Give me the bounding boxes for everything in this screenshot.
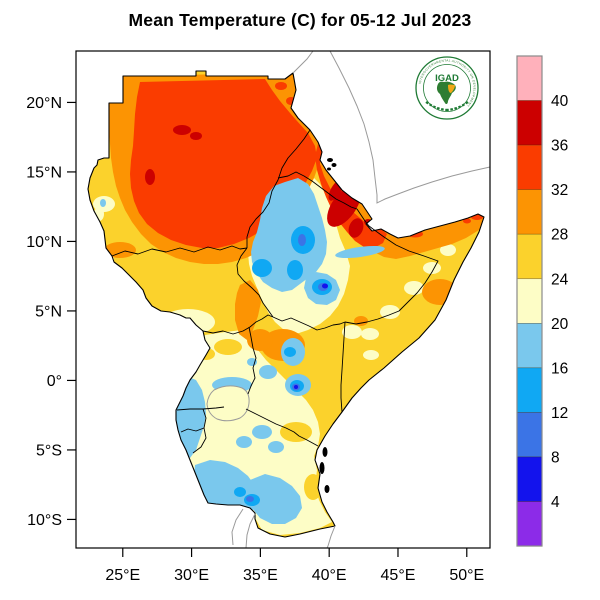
colorbar-label: 28 [551, 227, 568, 244]
colorbar-label: 8 [551, 449, 560, 466]
lon-tick-label: 30°E [174, 567, 209, 584]
colorbar-band [516, 144, 543, 190]
colorbar-outline [516, 55, 543, 547]
colorbar-band [516, 278, 543, 324]
colorbar-label: 4 [551, 494, 560, 511]
logo-horn-highlight [448, 84, 455, 93]
colorbar-band [516, 456, 543, 502]
lake-victoria-outline [206, 385, 250, 422]
mozambique-coast-line [326, 525, 336, 549]
colorbar-band [516, 367, 543, 413]
colorbar-label: 32 [551, 182, 568, 199]
temperature-colorbar: 40 36 32 28 24 20 16 12 8 4 [516, 55, 569, 547]
colorbar-band [516, 501, 543, 547]
temp-region-4-8 [294, 283, 328, 389]
longitude-axis: 25°E 30°E 35°E 40°E 45°E 50°E [105, 548, 484, 584]
lat-tick-label: 20°N [26, 95, 62, 112]
colorbar-band [516, 189, 543, 235]
map-frame [75, 50, 491, 549]
sw-border-line [231, 508, 244, 546]
country-borders [111, 129, 439, 454]
lon-tick-label: 50°E [449, 567, 484, 584]
igad-logo: INTERGOVERNMENTAL AUTHORITY ON DEVELOPME… [415, 56, 479, 120]
latitude-axis: 20°N 15°N 10°N 5°N 0° 5°S 10°S [26, 95, 76, 529]
lon-tick-label: 35°E [243, 567, 278, 584]
colorbar-label: 40 [551, 93, 569, 110]
colorbar-band [516, 55, 543, 101]
colorbar-label: 36 [551, 138, 568, 155]
lat-tick-label: 5°N [35, 303, 62, 320]
colorbar-label: 24 [551, 271, 569, 288]
colorbar-band [516, 322, 543, 369]
colorbar-band [516, 233, 543, 280]
lat-tick-label: 5°S [36, 442, 62, 459]
temperature-field [88, 71, 484, 537]
temp-region-24-28-accents [197, 339, 322, 500]
lat-tick-label: 10°S [27, 512, 62, 529]
colorbar-label: 16 [551, 360, 568, 377]
lon-tick-label: 40°E [312, 567, 347, 584]
islands [319, 158, 337, 493]
colorbar-band [516, 412, 543, 458]
lat-tick-label: 10°N [26, 234, 62, 251]
foreign-coast-lines [231, 50, 491, 549]
gha-coastline-border [87, 70, 485, 538]
map-title: Mean Temperature (C) for 05-12 Jul 2023 [128, 10, 472, 30]
egypt-coast-line [292, 50, 314, 74]
logo-word: IGAD [435, 73, 459, 84]
colorbar-band [516, 100, 543, 146]
colorbar-label: 12 [551, 405, 568, 422]
logo-laurel-right [444, 101, 469, 112]
lon-tick-label: 45°E [381, 567, 416, 584]
colorbar-label: 20 [551, 316, 569, 333]
lake-malawi-line [245, 513, 256, 549]
lon-tick-label: 25°E [105, 567, 140, 584]
lat-tick-label: 0° [47, 373, 62, 390]
arabian-coast-line [329, 50, 491, 204]
lat-tick-label: 15°N [26, 164, 62, 181]
temp-region-12-16 [234, 226, 332, 506]
